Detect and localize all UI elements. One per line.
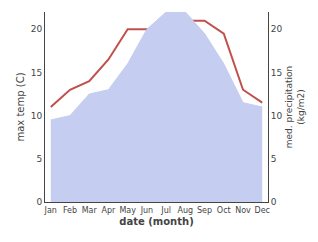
svg-text:5: 5	[271, 154, 277, 164]
svg-text:20: 20	[31, 24, 43, 34]
svg-text:15: 15	[31, 68, 42, 78]
svg-text:Feb: Feb	[63, 206, 77, 215]
svg-text:date (month): date (month)	[119, 216, 193, 227]
svg-text:Apr: Apr	[102, 206, 117, 215]
svg-text:Aug: Aug	[178, 206, 194, 215]
svg-text:Jul: Jul	[160, 206, 171, 215]
svg-text:Jan: Jan	[44, 206, 57, 215]
svg-text:Nov: Nov	[235, 206, 251, 215]
svg-text:Sep: Sep	[197, 206, 212, 215]
svg-text:Dec: Dec	[254, 206, 269, 215]
svg-text:max temp (C): max temp (C)	[15, 72, 26, 141]
svg-text:15: 15	[271, 68, 282, 78]
svg-text:0: 0	[271, 197, 277, 207]
svg-text:med. precipitation(kg/m2): med. precipitation(kg/m2)	[284, 66, 306, 148]
svg-text:Jun: Jun	[140, 206, 154, 215]
svg-text:0: 0	[36, 197, 42, 207]
svg-text:10: 10	[271, 111, 283, 121]
svg-text:Mar: Mar	[82, 206, 98, 215]
svg-text:20: 20	[271, 24, 283, 34]
svg-text:10: 10	[31, 111, 43, 121]
svg-text:May: May	[119, 206, 136, 215]
svg-text:5: 5	[36, 154, 42, 164]
svg-text:Oct: Oct	[217, 206, 231, 215]
